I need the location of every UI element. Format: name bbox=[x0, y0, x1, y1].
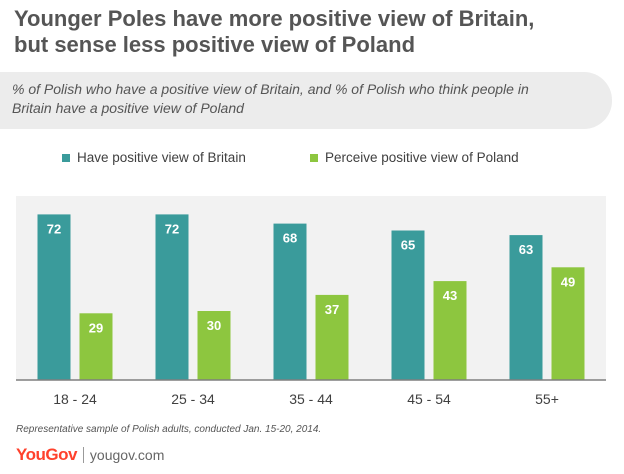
data-label-series-2-1: 29 bbox=[89, 320, 103, 335]
bar-series-2-5 bbox=[551, 267, 585, 380]
chart-subtitle: % of Polish who have a positive view of … bbox=[12, 80, 602, 118]
chart-subtitle-line-2: Britain have a positive view of Poland bbox=[12, 100, 244, 116]
bar-series-2-2 bbox=[197, 311, 231, 380]
x-tick-label-1: 18 - 24 bbox=[53, 391, 97, 407]
x-tick-label-2: 25 - 34 bbox=[171, 391, 215, 407]
bar-series-1-5 bbox=[509, 235, 543, 380]
bar-series-2-3 bbox=[315, 294, 349, 380]
legend-item-series-2: Perceive positive view of Poland bbox=[310, 150, 519, 165]
bar-series-1-1 bbox=[37, 214, 71, 380]
subtitle-panel: % of Polish who have a positive view of … bbox=[0, 72, 612, 129]
legend-label-series-1: Have positive view of Britain bbox=[77, 150, 246, 165]
footnote: Representative sample of Polish adults, … bbox=[16, 424, 322, 435]
chart-title-line-2: but sense less positive view of Poland bbox=[14, 32, 416, 57]
brand-divider bbox=[82, 447, 84, 463]
legend-label-series-2: Perceive positive view of Poland bbox=[325, 150, 519, 165]
data-label-series-2-4: 43 bbox=[443, 288, 457, 303]
chart-title: Younger Poles have more positive view of… bbox=[14, 6, 614, 58]
x-tick-label-3: 35 - 44 bbox=[289, 391, 333, 407]
bar-series-1-3 bbox=[273, 223, 307, 380]
legend-swatch-series-1 bbox=[62, 153, 70, 162]
x-tick-label-4: 45 - 54 bbox=[407, 391, 451, 407]
yougov-logo: YouGov bbox=[16, 445, 77, 464]
data-label-series-1-3: 68 bbox=[283, 231, 297, 246]
bar-series-2-1 bbox=[79, 313, 113, 380]
x-tick-label-5: 55+ bbox=[535, 391, 559, 407]
chart-subtitle-line-1: % of Polish who have a positive view of … bbox=[12, 81, 529, 97]
bar-series-1-4 bbox=[391, 230, 425, 380]
legend-swatch-series-2 bbox=[310, 153, 318, 162]
data-label-series-2-2: 30 bbox=[207, 318, 221, 333]
brand-url: yougov.com bbox=[89, 447, 165, 463]
data-label-series-2-3: 37 bbox=[325, 302, 339, 317]
data-label-series-1-4: 65 bbox=[401, 238, 415, 253]
data-label-series-1-2: 72 bbox=[165, 221, 179, 236]
bar-series-1-2 bbox=[155, 214, 189, 380]
bar-series-2-4 bbox=[433, 281, 467, 380]
data-label-series-1-5: 63 bbox=[519, 242, 533, 257]
data-label-series-1-1: 72 bbox=[47, 221, 61, 236]
brand-footer: YouGov yougov.com bbox=[16, 444, 164, 466]
legend-item-series-1: Have positive view of Britain bbox=[62, 150, 246, 165]
data-label-series-2-5: 49 bbox=[561, 274, 575, 289]
plot-area bbox=[16, 196, 606, 380]
chart-title-line-1: Younger Poles have more positive view of… bbox=[14, 6, 535, 31]
